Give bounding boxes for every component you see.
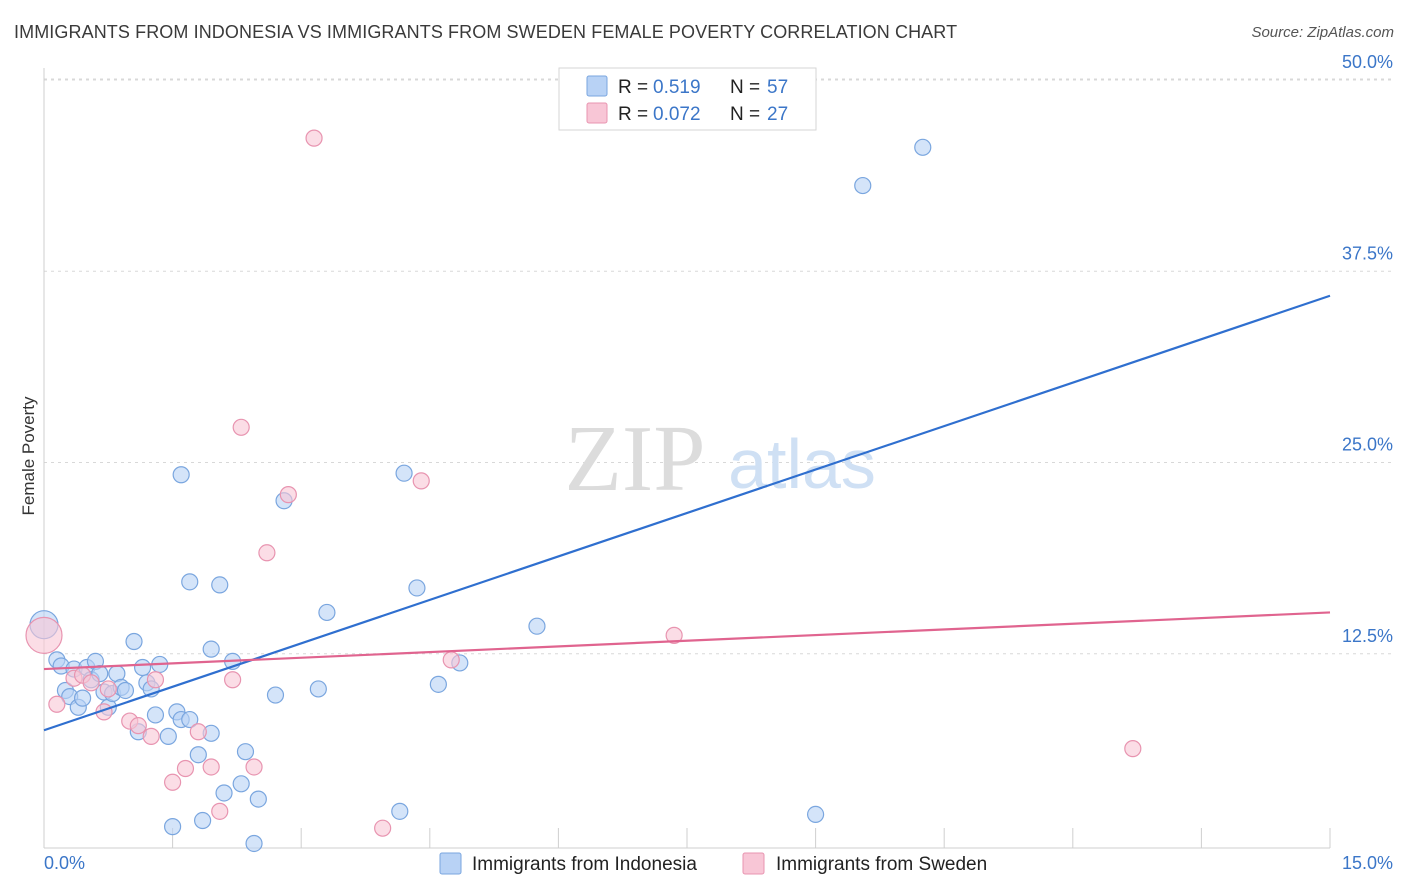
legend-r-label-2: R = bbox=[618, 104, 648, 125]
y-tick-label: 50.0% bbox=[1342, 52, 1393, 72]
data-point-sweden bbox=[245, 758, 263, 776]
chart-title: IMMIGRANTS FROM INDONESIA VS IMMIGRANTS … bbox=[14, 22, 958, 42]
data-point-sweden bbox=[224, 671, 242, 689]
data-point-sweden bbox=[374, 819, 392, 837]
data-point-sweden bbox=[202, 758, 220, 776]
legend-n-label-1: N = bbox=[730, 77, 760, 98]
data-point-indonesia bbox=[181, 710, 199, 729]
data-point-indonesia bbox=[232, 775, 250, 793]
data-point-indonesia bbox=[133, 658, 152, 677]
data-point-indonesia bbox=[116, 681, 135, 700]
trend-line-sweden bbox=[43, 611, 1331, 671]
series-legend-label-sweden: Immigrants from Sweden bbox=[776, 854, 987, 875]
data-point-sweden bbox=[99, 680, 117, 698]
data-point-indonesia bbox=[391, 802, 409, 820]
data-point-sweden bbox=[412, 472, 430, 490]
data-point-sweden bbox=[176, 759, 195, 778]
data-point-indonesia bbox=[194, 811, 212, 830]
data-point-indonesia bbox=[318, 603, 336, 622]
data-point-indonesia bbox=[73, 689, 92, 707]
data-point-sweden bbox=[82, 674, 100, 692]
data-point-sweden bbox=[279, 486, 297, 504]
data-point-indonesia bbox=[914, 138, 932, 156]
data-point-sweden bbox=[129, 717, 147, 735]
data-point-sweden bbox=[1124, 740, 1142, 758]
watermark-zip: ZIP bbox=[565, 407, 706, 511]
data-point-sweden bbox=[146, 671, 165, 689]
y-tick-label: 12.5% bbox=[1342, 626, 1393, 646]
data-point-sweden bbox=[232, 418, 250, 436]
data-point-sweden bbox=[189, 723, 207, 741]
data-point-sweden bbox=[211, 802, 229, 820]
data-point-sweden bbox=[442, 651, 460, 669]
data-point-sweden bbox=[25, 616, 63, 654]
x-tick-label: 0.0% bbox=[44, 853, 85, 873]
legend-n-value-1: 57 bbox=[767, 77, 788, 98]
legend-r-label-1: R = bbox=[618, 77, 648, 98]
data-point-indonesia bbox=[309, 680, 327, 698]
data-point-indonesia bbox=[806, 805, 825, 824]
x-tick-label: 15.0% bbox=[1342, 853, 1393, 873]
data-point-indonesia bbox=[429, 675, 447, 693]
correlation-legend: R = 0.519 N = 57 R = 0.072 N = 27 bbox=[558, 67, 817, 131]
legend-swatch-indonesia bbox=[586, 75, 608, 97]
data-point-indonesia bbox=[249, 790, 267, 808]
data-point-indonesia bbox=[164, 818, 182, 836]
data-point-indonesia bbox=[125, 632, 143, 651]
watermark: ZIP atlas bbox=[565, 407, 876, 511]
source-label: Source: ZipAtlas.com bbox=[1251, 24, 1394, 41]
data-point-indonesia bbox=[245, 834, 263, 853]
data-point-indonesia bbox=[408, 579, 426, 597]
series-legend: Immigrants from Indonesia Immigrants fro… bbox=[439, 852, 987, 875]
data-point-indonesia bbox=[395, 464, 413, 482]
data-point-sweden bbox=[164, 773, 182, 791]
legend-r-value-1: 0.519 bbox=[653, 77, 701, 98]
data-point-sweden bbox=[258, 544, 276, 562]
y-tick-label: 25.0% bbox=[1342, 435, 1393, 455]
legend-n-value-2: 27 bbox=[767, 104, 788, 125]
data-point-indonesia bbox=[528, 617, 546, 635]
data-point-indonesia bbox=[266, 686, 285, 704]
legend-swatch-sweden bbox=[586, 102, 608, 124]
data-point-indonesia bbox=[236, 743, 255, 761]
data-point-indonesia bbox=[211, 576, 229, 594]
series-legend-swatch-indonesia bbox=[439, 852, 462, 875]
legend-n-label-2: N = bbox=[730, 104, 760, 125]
trend-layer bbox=[43, 294, 1331, 732]
data-point-indonesia bbox=[202, 640, 220, 658]
data-point-indonesia bbox=[172, 466, 190, 484]
points-layer bbox=[25, 129, 1142, 853]
y-tick-label: 37.5% bbox=[1342, 243, 1393, 263]
data-point-indonesia bbox=[159, 727, 177, 745]
legend-r-value-2: 0.072 bbox=[653, 104, 701, 125]
grid-layer bbox=[44, 78, 1394, 655]
y-axis-label: Female Poverty bbox=[19, 396, 38, 516]
data-point-sweden bbox=[142, 727, 160, 745]
series-legend-label-indonesia: Immigrants from Indonesia bbox=[472, 854, 697, 875]
series-legend-swatch-sweden bbox=[742, 852, 765, 875]
trend-line-indonesia bbox=[43, 294, 1331, 732]
data-point-indonesia bbox=[181, 573, 199, 591]
data-point-indonesia bbox=[854, 176, 872, 195]
data-point-indonesia bbox=[146, 706, 165, 724]
data-point-sweden bbox=[305, 129, 323, 147]
data-point-indonesia bbox=[189, 746, 207, 764]
data-point-sweden bbox=[665, 626, 683, 644]
data-point-sweden bbox=[48, 695, 66, 713]
data-point-indonesia bbox=[215, 784, 233, 802]
